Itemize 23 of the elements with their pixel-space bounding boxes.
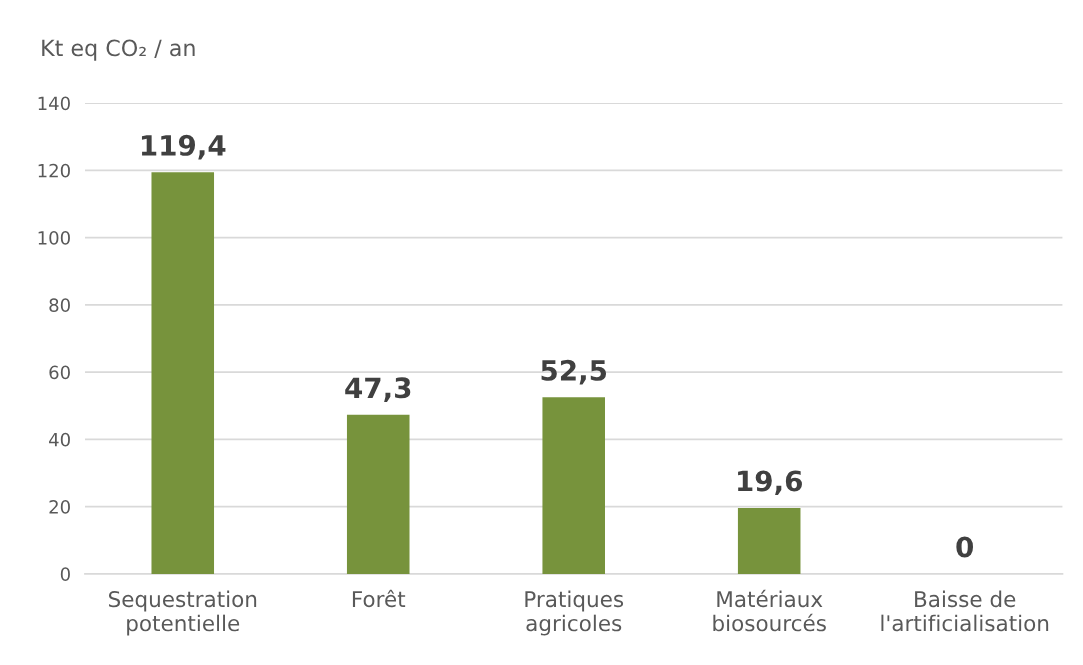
y-tick-label: 0 bbox=[60, 567, 70, 582]
y-tick-label: 20 bbox=[49, 500, 70, 514]
bar bbox=[151, 172, 215, 574]
y-tick-label: 80 bbox=[49, 298, 70, 312]
x-tick-label: Pratiques agricoles bbox=[525, 590, 624, 636]
y-axis-title: Kt eq CO₂ / an bbox=[42, 39, 195, 61]
x-tick-label: Matériaux biosourcés bbox=[713, 589, 826, 632]
y-tick-label: 60 bbox=[49, 365, 70, 380]
bar bbox=[542, 397, 605, 574]
y-tick-label: 120 bbox=[38, 163, 70, 178]
x-tick-label: Baisse de l'artificialisation bbox=[881, 590, 1049, 632]
data-label: 0 bbox=[956, 536, 974, 558]
data-label: 19,6 bbox=[738, 470, 802, 496]
x-tick-label: Forêt bbox=[352, 589, 406, 608]
y-tick-label: 140 bbox=[38, 96, 70, 111]
data-label: 119,4 bbox=[141, 134, 226, 160]
data-label: 47,3 bbox=[345, 377, 411, 402]
y-tick-label: 40 bbox=[49, 432, 70, 447]
y-tick-label: 100 bbox=[38, 231, 70, 245]
bar bbox=[346, 414, 410, 574]
x-tick-label: Sequestration potentielle bbox=[108, 590, 257, 636]
bar bbox=[737, 507, 801, 574]
data-label: 52,5 bbox=[541, 359, 607, 385]
